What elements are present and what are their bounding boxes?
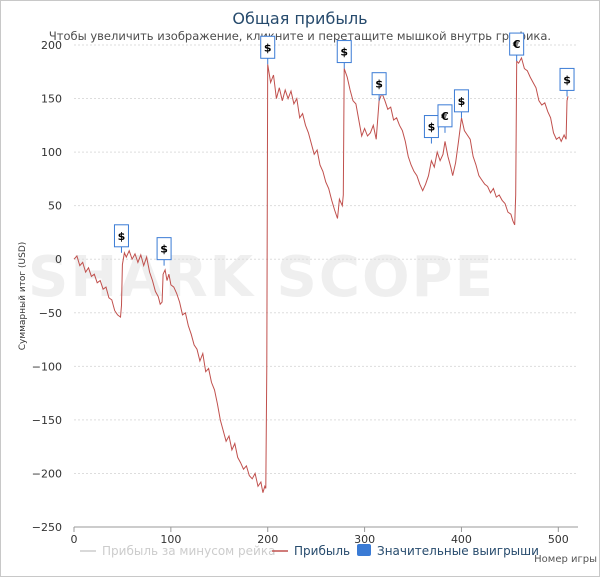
x-axis-ticks: 0 100 200 300 400 500: [71, 527, 569, 546]
big-win-marker[interactable]: $: [423, 115, 439, 144]
y-tick-label: 100: [41, 146, 62, 159]
y-tick-label: −200: [32, 467, 62, 480]
x-tick-label: 0: [71, 533, 78, 546]
chart-title: Общая прибыль: [232, 9, 368, 28]
x-tick-label: 500: [548, 533, 569, 546]
y-tick-label: 200: [41, 39, 62, 52]
marker-flag: [156, 237, 172, 261]
big-win-marker[interactable]: $: [559, 67, 575, 97]
legend-item[interactable]: Прибыль: [272, 544, 350, 558]
marker-flag: [509, 32, 525, 56]
marker-flag: [371, 72, 387, 96]
y-tick-label: −250: [32, 521, 62, 534]
watermark: SHARK SCOPE: [28, 245, 495, 310]
marker-symbol: $: [563, 73, 571, 86]
big-win-marker[interactable]: $: [453, 89, 469, 118]
y-tick-label: 150: [41, 93, 62, 106]
legend-item[interactable]: Значительные выигрыши: [357, 544, 539, 558]
big-win-marker[interactable]: $: [336, 40, 352, 69]
marker-flag: [437, 104, 453, 128]
marker-symbol: $: [160, 243, 168, 256]
marker-flag: [559, 67, 575, 91]
legend-item[interactable]: Прибыль за минусом рейка: [80, 544, 275, 558]
legend-box-swatch: [357, 544, 371, 556]
legend-label: Прибыль: [294, 544, 350, 558]
legend-label: Прибыль за минусом рейка: [102, 544, 275, 558]
x-tick-label: 200: [257, 533, 278, 546]
legend: Прибыль за минусом рейка Прибыль Значитель…: [80, 544, 539, 558]
marker-symbol: $: [458, 95, 466, 108]
y-axis-ticks: −250 −200 −150 −100 −50 0 50 100 150 200: [32, 39, 62, 534]
marker-symbol: €: [440, 110, 449, 123]
marker-symbol: $: [375, 78, 383, 91]
legend-label: Значительные выигрыши: [377, 544, 539, 558]
y-axis-label: Суммарный итог (USD): [18, 242, 28, 351]
big-win-marker[interactable]: $: [371, 72, 387, 101]
marker-symbol: $: [428, 121, 436, 134]
y-tick-label: −150: [32, 414, 62, 427]
y-tick-label: −50: [39, 307, 62, 320]
marker-flag: [453, 89, 469, 113]
big-win-marker[interactable]: €: [509, 32, 525, 62]
big-win-marker[interactable]: $: [260, 35, 276, 65]
marker-symbol: $: [118, 230, 126, 243]
marker-flag: [336, 40, 352, 64]
big-win-marker[interactable]: €: [437, 104, 453, 133]
x-tick-label: 100: [160, 533, 181, 546]
big-win-marker[interactable]: $: [156, 237, 172, 266]
grid-lines: [74, 44, 578, 528]
marker-symbol: $: [340, 46, 348, 59]
y-tick-label: −100: [32, 360, 62, 373]
marker-flag: [113, 224, 129, 248]
marker-symbol: $: [264, 41, 272, 54]
y-tick-label: 0: [55, 253, 62, 266]
marker-flag: [260, 35, 276, 59]
series-line-profit[interactable]: [73, 56, 569, 493]
big-win-marker[interactable]: $: [113, 224, 129, 253]
x-tick-label: 400: [451, 533, 472, 546]
big-win-markers: $ $ $ $ $ $ € $ € $: [113, 32, 575, 266]
y-tick-label: 50: [48, 200, 62, 213]
marker-symbol: €: [512, 38, 521, 51]
chart-subtitle: Чтобы увеличить изображение, кликните и …: [48, 29, 552, 43]
x-axis-label: Номер игры: [534, 554, 597, 565]
x-tick-label: 300: [354, 533, 375, 546]
